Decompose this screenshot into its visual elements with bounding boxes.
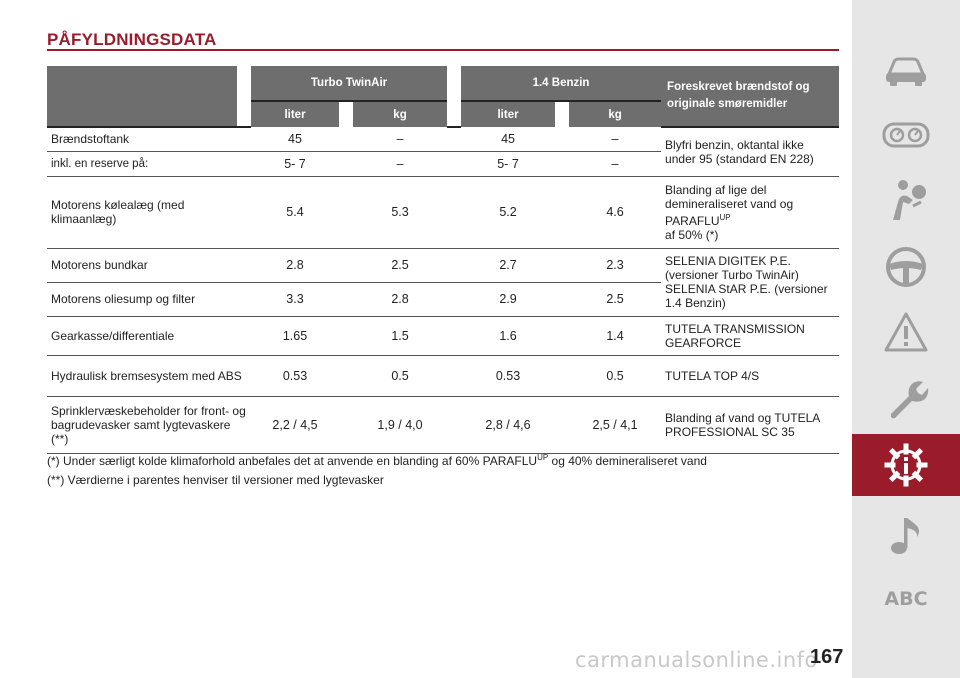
- value-cell: 2,5 / 4,1: [569, 396, 662, 454]
- value-cell: 2,8 / 4,6: [461, 396, 556, 454]
- value-cell: 5- 7: [251, 151, 339, 177]
- table-row: Motorens bundkar 2.8 2.5 2.7 2.3 SELENIA…: [47, 248, 840, 317]
- value-cell: 2.5: [353, 248, 448, 283]
- chapter-index[interactable]: ABC: [852, 568, 960, 630]
- value-cell: 1.65: [251, 316, 339, 356]
- value-cell: –: [353, 127, 448, 152]
- spec-coolant-tail: af 50% (*): [665, 227, 719, 242]
- table-row: Motorens kølealæg (med klimaanlæg) 5.4 5…: [47, 176, 840, 249]
- unit-header: liter: [461, 101, 556, 127]
- chapter-sidebar: ABC: [852, 0, 960, 678]
- music-note-icon: [891, 518, 919, 554]
- value-cell: 2.7: [461, 248, 556, 283]
- value-cell: 2.5: [569, 282, 662, 317]
- row-label: Motorens bundkar: [47, 248, 251, 283]
- paraflu-superscript: UP: [719, 212, 731, 222]
- spec-washer: Blanding af vand og TUTELA PROFESSIONAL …: [661, 396, 840, 454]
- spec-fuel: Blyfri benzin, oktantal ikke under 95 (s…: [661, 127, 840, 177]
- warning-triangle-icon: [884, 312, 928, 352]
- chapter-emergency[interactable]: [852, 302, 960, 364]
- table-row: Motorens oliesump og filter 3.3 2.8 2.9 …: [47, 282, 839, 317]
- footnote-washer: (**) Værdierne i parentes henviser til v…: [47, 473, 384, 487]
- table-row: Sprinklervæskebeholder for front- og bag…: [47, 396, 840, 454]
- value-cell: 45: [251, 127, 339, 152]
- row-label: Hydraulisk bremsesystem med ABS: [47, 355, 251, 397]
- spec-gearbox: TUTELA TRANSMISSION GEARFORCE: [661, 316, 840, 356]
- row-label: Gearkasse/differentiale: [47, 316, 251, 356]
- value-cell: 2,2 / 4,5: [251, 396, 339, 454]
- value-cell: 2.8: [353, 282, 448, 317]
- value-cell: 5- 7: [461, 151, 556, 177]
- table-row: Hydraulisk bremsesystem med ABS 0.53 0.5…: [47, 355, 840, 397]
- value-cell: 2.3: [569, 248, 662, 283]
- value-cell: 1.4: [569, 316, 662, 356]
- value-cell: 1,9 / 4,0: [353, 396, 448, 454]
- chapter-multimedia[interactable]: [852, 504, 960, 566]
- header-blank-cell: [47, 66, 237, 128]
- unit-header: liter: [251, 101, 339, 127]
- table-row: Gearkasse/differentiale 1.65 1.5 1.6 1.4…: [47, 316, 840, 356]
- watermark: carmanualsonline.info: [575, 648, 818, 672]
- value-cell: 1.5: [353, 316, 448, 356]
- wrench-icon: [891, 381, 929, 419]
- value-cell: 2.8: [251, 248, 339, 283]
- spec-brake: TUTELA TOP 4/S: [661, 355, 840, 397]
- group-header-turbo-twinair: Turbo TwinAir: [251, 66, 448, 102]
- table-header-units: liter kg liter kg: [47, 101, 839, 127]
- dashboard-gauges-icon: [882, 122, 930, 148]
- value-cell: –: [569, 151, 662, 177]
- car-icon: [886, 57, 926, 86]
- footnote-coolant: (*) Under særligt kolde klimaforhold anb…: [47, 453, 707, 468]
- chapter-dashboard[interactable]: [852, 104, 960, 166]
- spec-header: Foreskrevet brændstof og originale smøre…: [661, 66, 840, 128]
- value-cell: 0.53: [461, 355, 556, 397]
- chapter-technical-data[interactable]: [852, 434, 960, 496]
- value-cell: 0.5: [569, 355, 662, 397]
- page-number: 167: [810, 646, 844, 668]
- row-label: inkl. en reserve på:: [47, 151, 251, 177]
- value-cell: –: [353, 151, 448, 177]
- table-row: Brændstoftank 45 – 45 – Blyfri benzin, o…: [47, 127, 840, 177]
- table-header-groups: Turbo TwinAir 1.4 Benzin Foreskrevet bræ…: [47, 66, 840, 128]
- value-cell: 3.3: [251, 282, 339, 317]
- value-cell: 2.9: [461, 282, 556, 317]
- capacity-table: Turbo TwinAir 1.4 Benzin Foreskrevet bræ…: [47, 66, 840, 454]
- chapter-car[interactable]: [852, 38, 960, 100]
- steering-wheel-icon: [886, 247, 926, 287]
- row-label: Motorens kølealæg (med klimaanlæg): [47, 176, 251, 249]
- spec-coolant: Blanding af lige del demineraliseret van…: [661, 176, 840, 249]
- value-cell: 0.5: [353, 355, 448, 397]
- value-cell: –: [569, 127, 662, 152]
- row-label: Brændstoftank: [47, 127, 251, 152]
- index-abc-label: ABC: [884, 588, 928, 610]
- table-row: inkl. en reserve på: 5- 7 – 5- 7 –: [47, 151, 839, 177]
- spec-oil: SELENIA DIGITEK P.E. (versioner Turbo Tw…: [661, 248, 840, 317]
- chapter-maintenance[interactable]: [852, 368, 960, 430]
- footnote-superscript: UP: [537, 453, 549, 462]
- value-cell: 45: [461, 127, 556, 152]
- airbag-person-icon: [893, 180, 926, 220]
- value-cell: 5.4: [251, 176, 339, 249]
- row-label: Sprinklervæskebeholder for front- og bag…: [47, 396, 251, 454]
- unit-header: kg: [569, 101, 662, 127]
- unit-header: kg: [353, 101, 448, 127]
- technical-data-gear-icon: [884, 443, 928, 487]
- value-cell: 4.6: [569, 176, 662, 249]
- title-divider: [47, 49, 839, 51]
- footnote-coolant-text: (*) Under særligt kolde klimaforhold anb…: [47, 454, 538, 468]
- chapter-driving[interactable]: [852, 236, 960, 298]
- value-cell: 5.2: [461, 176, 556, 249]
- row-label: Motorens oliesump og filter: [47, 282, 251, 317]
- spec-coolant-main: Blanding af lige del demineraliseret van…: [665, 182, 794, 228]
- footnote-coolant-tail: og 40% demineraliseret vand: [548, 454, 707, 468]
- value-cell: 5.3: [353, 176, 448, 249]
- value-cell: 1.6: [461, 316, 556, 356]
- group-header-14-benzin: 1.4 Benzin: [461, 66, 662, 102]
- value-cell: 0.53: [251, 355, 339, 397]
- chapter-safety[interactable]: [852, 170, 960, 232]
- page-title: PÅFYLDNINGSDATA: [47, 30, 217, 49]
